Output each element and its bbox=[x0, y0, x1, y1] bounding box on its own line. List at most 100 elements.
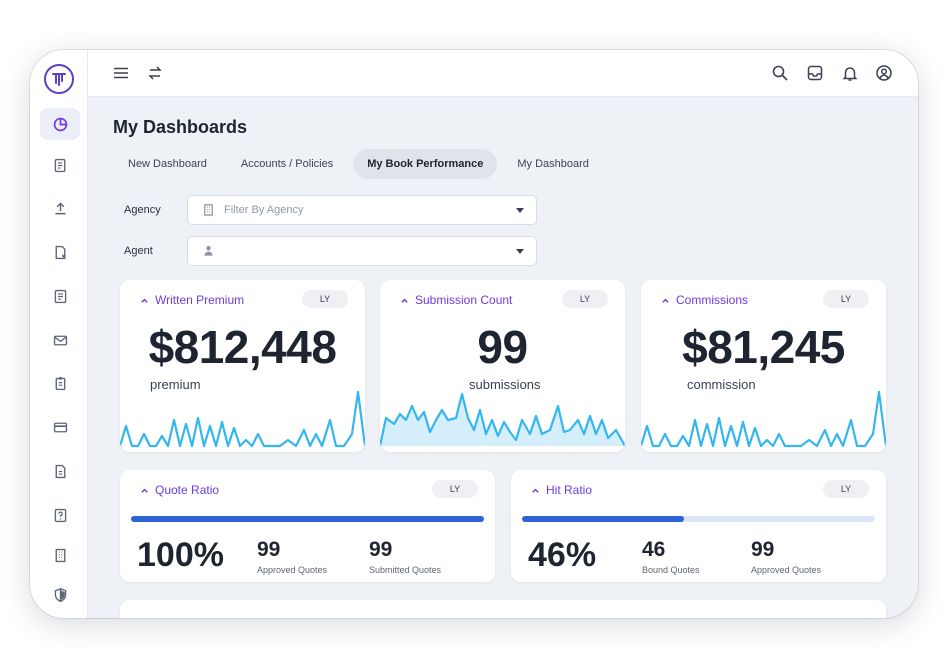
stat-value: 99 bbox=[257, 538, 281, 561]
ratio-value: 46% bbox=[528, 536, 597, 574]
progress-fill bbox=[131, 516, 484, 522]
agency-select[interactable]: Filter By Agency bbox=[187, 195, 537, 225]
agency-placeholder: Filter By Agency bbox=[224, 204, 304, 216]
chevron-down-icon bbox=[516, 249, 524, 254]
stat-value: 46 bbox=[642, 538, 666, 561]
kpi-value: $812,448 bbox=[148, 321, 337, 373]
next-card bbox=[120, 600, 886, 618]
ly-toggle[interactable]: LY bbox=[302, 290, 348, 308]
sidebar-item-policies[interactable] bbox=[40, 149, 80, 181]
building-icon bbox=[202, 203, 216, 217]
clipboard-icon bbox=[55, 376, 65, 390]
tab-accounts-policies[interactable]: Accounts / Policies bbox=[240, 158, 334, 170]
sparkline bbox=[120, 390, 365, 448]
inbox-icon bbox=[807, 65, 823, 81]
ly-toggle[interactable]: LY bbox=[823, 290, 869, 308]
dashboard-tabs: New Dashboard Accounts / Policies My Boo… bbox=[114, 149, 603, 179]
card-title: Submission Count bbox=[415, 293, 513, 307]
ratio-value: 100% bbox=[137, 536, 224, 574]
card-title-toggle[interactable]: Hit Ratio bbox=[531, 483, 592, 497]
sidebar-item-billing[interactable] bbox=[40, 411, 80, 443]
notifications-button[interactable] bbox=[841, 64, 859, 82]
card-title-toggle[interactable]: Quote Ratio bbox=[140, 483, 219, 497]
ly-toggle[interactable]: LY bbox=[823, 480, 869, 498]
sidebar-item-security[interactable] bbox=[40, 579, 80, 611]
card-title-toggle[interactable]: Written Premium bbox=[140, 293, 244, 307]
kpi-value: 99 bbox=[477, 321, 528, 373]
quote-ratio-card: Quote Ratio LY 100% 99 Approved Quotes 9… bbox=[120, 470, 495, 582]
stat-submitted-quotes: 99 Submitted Quotes bbox=[369, 538, 441, 575]
sidebar-item-dashboard[interactable] bbox=[40, 108, 80, 140]
sidebar-item-upload[interactable] bbox=[40, 192, 80, 224]
ly-toggle[interactable]: LY bbox=[432, 480, 478, 498]
sparkline bbox=[380, 392, 625, 447]
dashboard-icon bbox=[53, 117, 67, 131]
search-button[interactable] bbox=[771, 64, 789, 82]
sidebar-item-agencies[interactable] bbox=[40, 539, 80, 571]
stat-label: Approved Quotes bbox=[257, 565, 328, 575]
agent-label: Agent bbox=[124, 245, 153, 257]
kpi-unit: commission bbox=[687, 377, 756, 392]
progress-fill bbox=[522, 516, 685, 522]
secure-doc-icon bbox=[55, 245, 66, 259]
chevron-up-icon bbox=[531, 486, 540, 495]
chevron-down-icon bbox=[516, 208, 524, 213]
sidebar-item-secure-docs[interactable] bbox=[40, 236, 80, 268]
user-icon bbox=[876, 65, 892, 81]
card-icon bbox=[53, 422, 67, 432]
commissions-card: Commissions LY $81,245 commission bbox=[641, 280, 886, 452]
submission-count-card: Submission Count LY 99 submissions bbox=[380, 280, 625, 452]
bell-icon bbox=[842, 67, 858, 81]
stat-approved-quotes: 99 Approved Quotes bbox=[751, 538, 821, 575]
card-title: Written Premium bbox=[155, 293, 245, 307]
search-icon bbox=[772, 65, 788, 81]
sidebar-item-forms[interactable] bbox=[40, 280, 80, 312]
sparkline-line bbox=[380, 392, 625, 447]
document-icon bbox=[55, 464, 65, 478]
shield-icon bbox=[54, 587, 66, 602]
menu-button[interactable] bbox=[112, 64, 130, 82]
sidebar-item-clipboard[interactable] bbox=[40, 367, 80, 399]
policy-doc-icon bbox=[54, 158, 65, 172]
form-icon bbox=[54, 289, 66, 303]
stat-value: 99 bbox=[369, 538, 393, 561]
card-title: Quote Ratio bbox=[155, 483, 220, 497]
profile-button[interactable] bbox=[875, 64, 893, 82]
stat-label: Submitted Quotes bbox=[369, 565, 442, 575]
top-bar bbox=[88, 50, 918, 97]
sidebar-item-help[interactable] bbox=[40, 499, 80, 531]
help-icon bbox=[54, 508, 66, 522]
sidebar bbox=[30, 50, 88, 618]
hit-ratio-card: Hit Ratio LY 46% 46 Bound Quotes 99 Appr… bbox=[511, 470, 886, 582]
app-window: My Dashboards New Dashboard Accounts / P… bbox=[30, 50, 918, 618]
card-title-toggle[interactable]: Commissions bbox=[661, 293, 748, 307]
card-title: Commissions bbox=[676, 293, 749, 307]
stat-approved-quotes: 99 Approved Quotes bbox=[257, 538, 327, 575]
upload-icon bbox=[54, 201, 66, 214]
sidebar-item-documents[interactable] bbox=[40, 455, 80, 487]
person-icon bbox=[202, 244, 216, 258]
progress-bar bbox=[522, 516, 875, 522]
agency-label: Agency bbox=[124, 204, 161, 216]
agent-select[interactable] bbox=[187, 236, 537, 266]
tab-new-dashboard[interactable]: New Dashboard bbox=[128, 158, 207, 170]
switch-button[interactable] bbox=[146, 64, 164, 82]
logo[interactable] bbox=[44, 64, 74, 94]
kpi-value: $81,245 bbox=[682, 321, 845, 373]
sidebar-item-mail[interactable] bbox=[40, 324, 80, 356]
written-premium-card: Written Premium LY $812,448 premium bbox=[120, 280, 365, 452]
inbox-button[interactable] bbox=[806, 64, 824, 82]
sparkline bbox=[641, 390, 886, 448]
tab-my-dashboard[interactable]: My Dashboard bbox=[517, 158, 589, 170]
card-title-toggle[interactable]: Submission Count bbox=[400, 293, 512, 307]
stat-value: 99 bbox=[751, 538, 775, 561]
chevron-up-icon bbox=[400, 296, 409, 305]
sparkline-line bbox=[641, 390, 886, 448]
logo-mark-icon bbox=[52, 73, 66, 86]
kpi-unit: premium bbox=[150, 377, 201, 392]
ly-toggle[interactable]: LY bbox=[562, 290, 608, 308]
switch-icon bbox=[148, 66, 162, 80]
tab-my-book-performance[interactable]: My Book Performance bbox=[353, 149, 498, 179]
sparkline-line bbox=[120, 390, 365, 448]
page-title: My Dashboards bbox=[113, 117, 248, 137]
